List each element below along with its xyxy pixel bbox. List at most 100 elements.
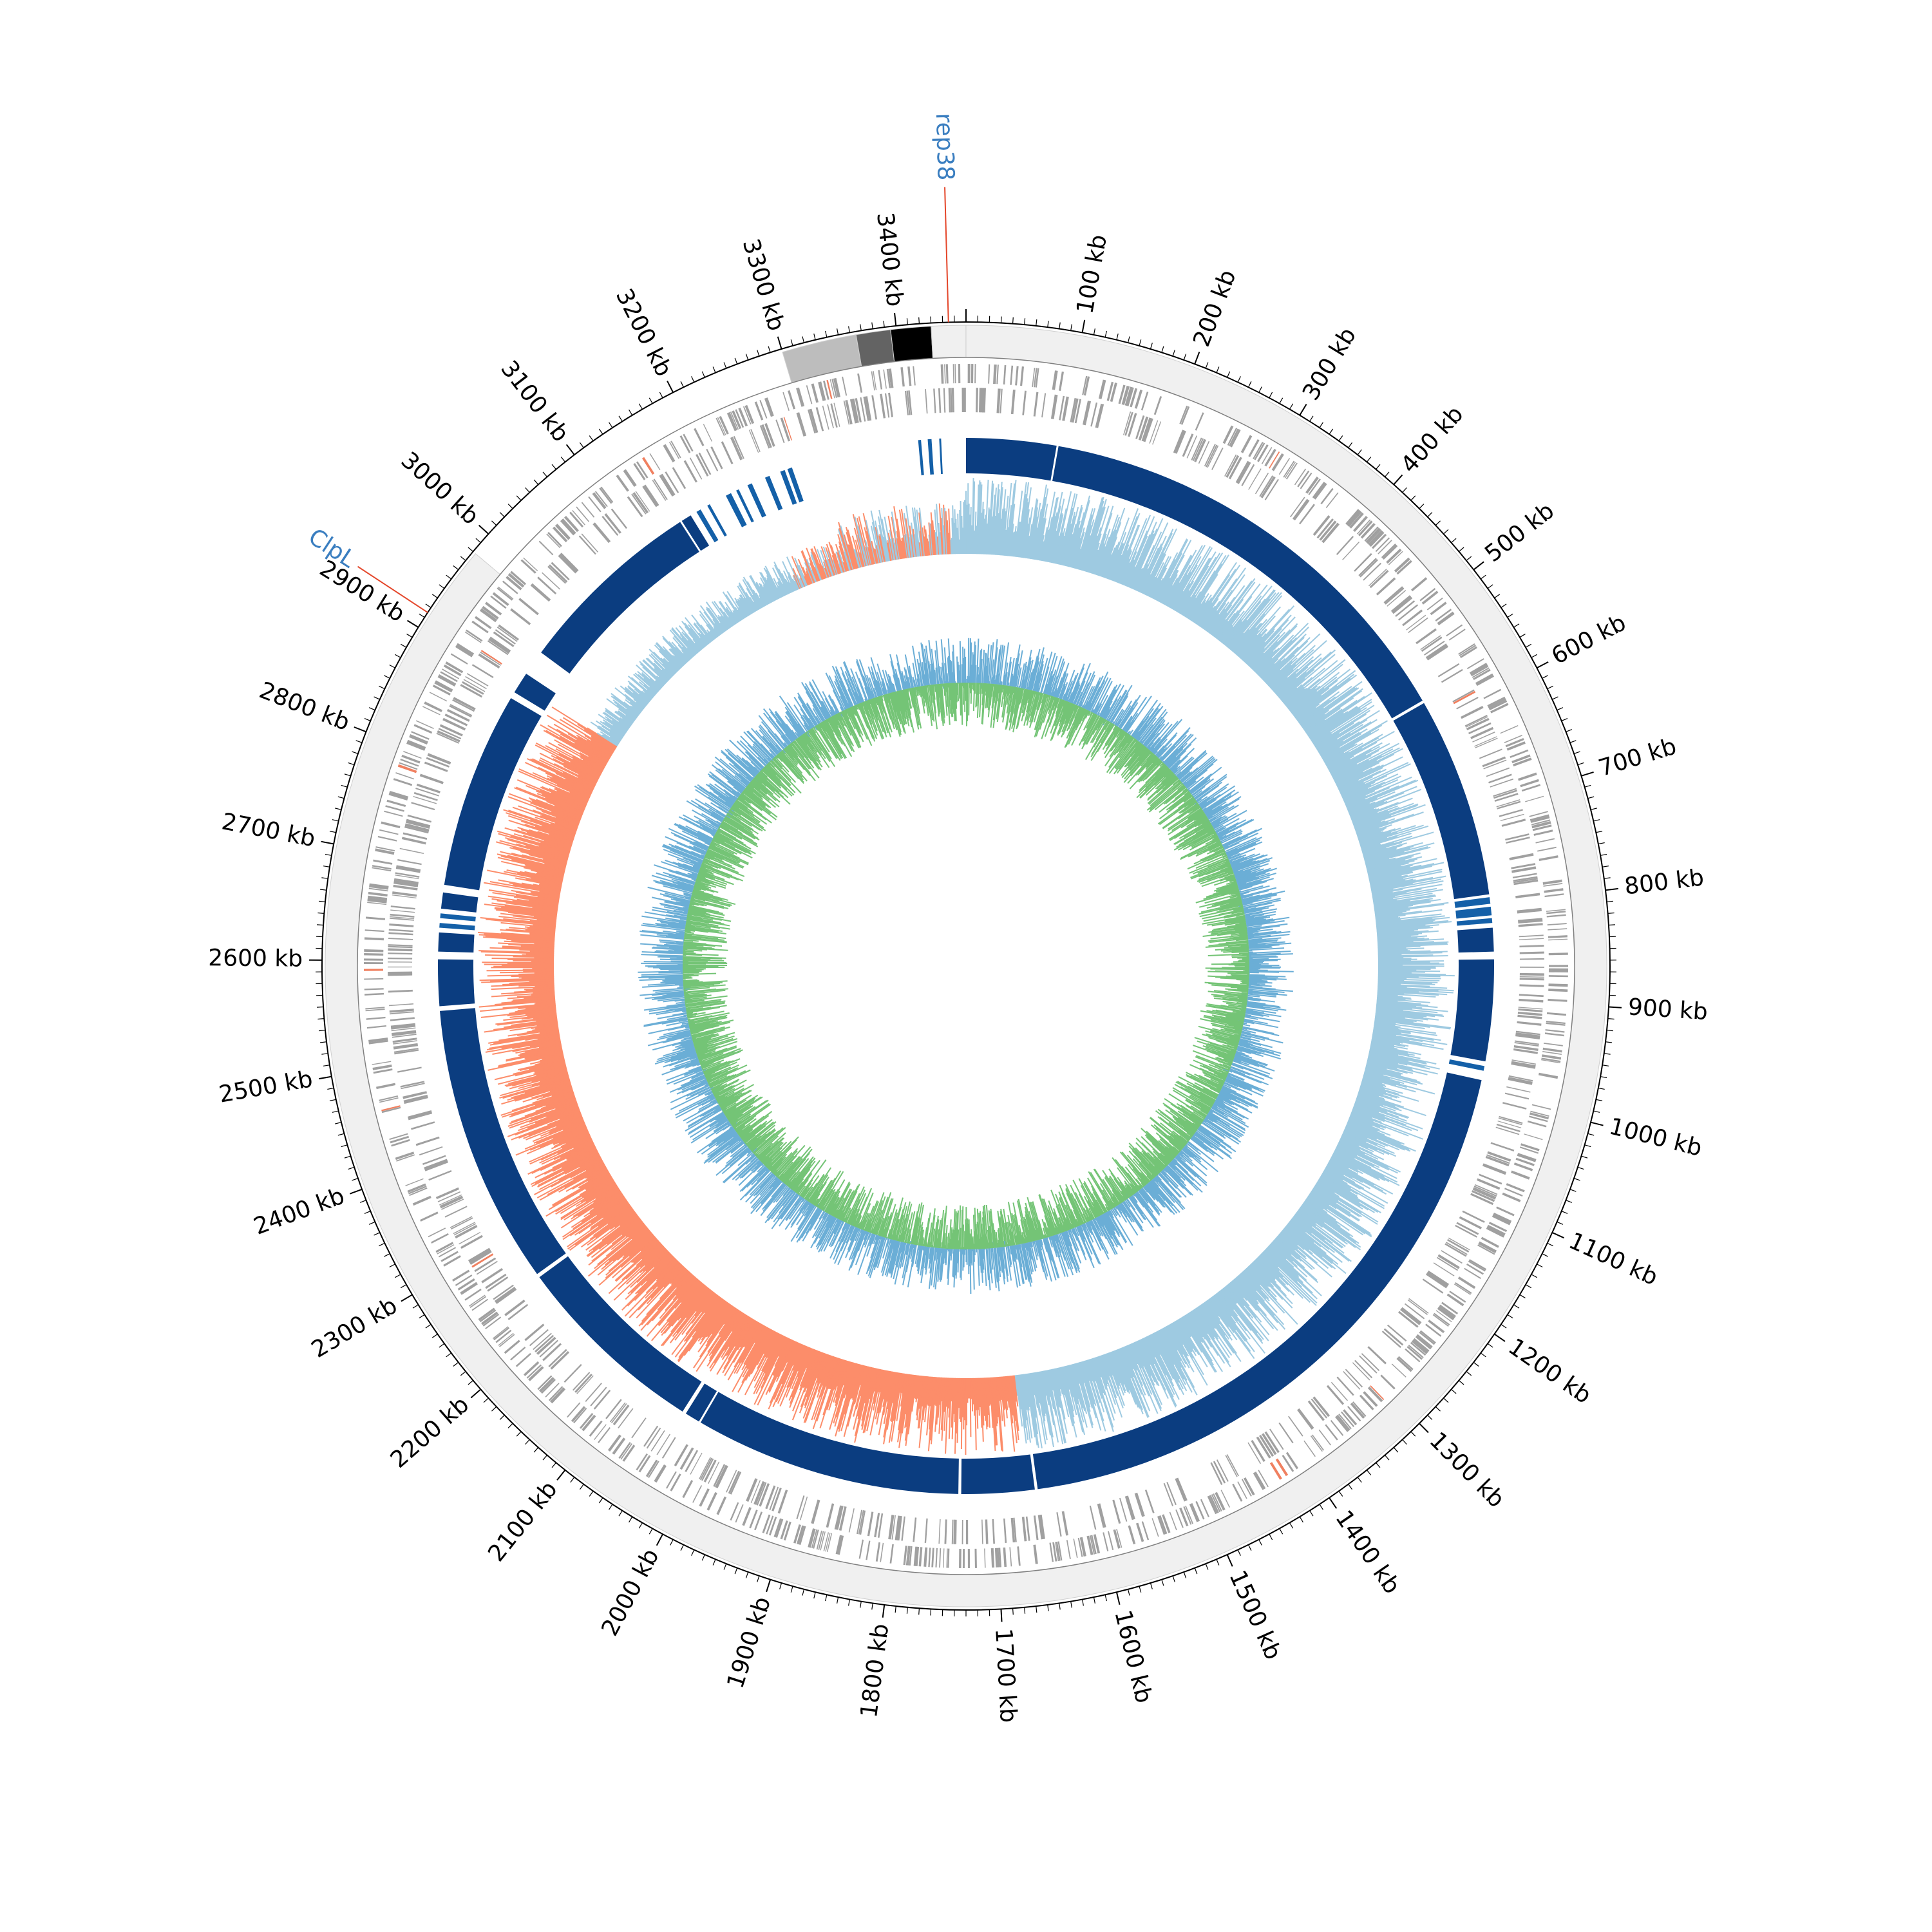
gc-skew-bar: [555, 748, 602, 774]
gene-feature: [1033, 1544, 1038, 1564]
gene-feature: [1124, 1496, 1134, 1520]
gc-skew-bar: [518, 805, 578, 828]
gene-feature: [1493, 1212, 1512, 1223]
gc-content-bar: [1229, 855, 1242, 862]
gc-skew-bar: [848, 544, 857, 569]
gc-content-bar-inner: [1171, 781, 1182, 790]
gene-feature: [797, 387, 805, 407]
gc-skew-bar: [603, 721, 625, 737]
gc-content-bar-inner: [1019, 688, 1025, 703]
gc-skew-bar: [1330, 1158, 1349, 1170]
gc-skew-bar: [654, 667, 669, 682]
gc-skew-bar: [1365, 1067, 1421, 1083]
gc-skew-bar: [1361, 1079, 1387, 1088]
gc-skew-bar: [1300, 1207, 1356, 1248]
gc-content-bar-inner: [1224, 860, 1230, 864]
gc-content-bar-inner: [981, 683, 985, 724]
gene-feature: [1513, 1162, 1533, 1171]
gc-skew-bar: [634, 1258, 677, 1301]
gc-skew-bar: [1364, 1070, 1417, 1086]
gc-content-bar-inner: [1138, 764, 1167, 793]
gc-skew-bar: [1242, 609, 1291, 661]
alignment-block: [438, 959, 475, 1007]
gc-skew-bar: [1112, 516, 1138, 582]
gc-skew-bar: [1228, 1283, 1262, 1323]
gc-skew-bar: [1139, 543, 1162, 592]
gene-feature: [1331, 1381, 1349, 1401]
gc-skew-bar: [632, 1239, 659, 1264]
gc-skew-bar: [1231, 592, 1282, 652]
gc-skew-bar: [699, 611, 719, 637]
gc-skew-bar: [617, 710, 634, 724]
gene-feature: [1191, 437, 1202, 460]
gc-skew-bar: [614, 1211, 636, 1228]
gc-skew-bar: [914, 1375, 919, 1399]
gc-skew-bar: [551, 755, 599, 781]
gc-skew-bar: [1330, 754, 1367, 775]
gene-feature: [703, 424, 713, 442]
gene-feature: [808, 409, 816, 433]
gc-skew-bar: [638, 674, 659, 693]
gene-feature: [1530, 1110, 1549, 1117]
gc-skew-bar: [1294, 685, 1338, 719]
gc-content-bar: [1003, 662, 1009, 686]
gene-feature: [943, 388, 946, 413]
gc-skew-bar: [486, 918, 556, 927]
gc-skew-bar: [939, 1377, 942, 1405]
gc-skew-bar: [1371, 882, 1413, 892]
gc-skew-bar: [1374, 1020, 1396, 1025]
gc-skew-bar: [587, 1227, 649, 1277]
gc-skew-bar: [1090, 549, 1099, 574]
gc-skew-bar: [553, 758, 598, 782]
gc-skew-bar: [539, 1157, 601, 1191]
gc-content-bar-inner: [1123, 750, 1151, 783]
gc-skew-bar: [662, 663, 675, 676]
gene-feature: [1025, 1516, 1030, 1541]
gene-feature: [1497, 1121, 1522, 1128]
gene-feature: [607, 1434, 621, 1452]
gene-feature: [1343, 1371, 1361, 1390]
gc-skew-bar: [1376, 918, 1401, 923]
contig-segment: [782, 334, 862, 384]
gc-skew-bar: [511, 1094, 575, 1116]
gc-skew-bar: [1245, 614, 1292, 665]
gc-skew-bar: [503, 918, 556, 925]
gc-skew-bar: [1028, 507, 1039, 559]
gc-skew-bar: [651, 1281, 702, 1341]
gc-content-bar: [1164, 734, 1194, 764]
gc-skew-bar: [579, 1171, 609, 1189]
gc-skew-bar: [864, 527, 874, 565]
gc-skew-bar: [1003, 529, 1007, 556]
gc-skew-bar: [515, 1083, 572, 1102]
gc-skew-bar: [1336, 768, 1373, 786]
gc-skew-bar: [1245, 1267, 1278, 1301]
gc-skew-bar: [1253, 1260, 1282, 1289]
gene-feature: [395, 1151, 415, 1160]
gc-skew-bar: [546, 775, 591, 797]
gc-content-bar-inner: [1145, 770, 1172, 796]
gc-skew-bar: [891, 516, 900, 560]
gene-feature: [1548, 935, 1567, 938]
gc-content-bar: [1143, 724, 1161, 746]
gc-skew-bar: [565, 778, 593, 793]
gc-skew-bar: [1323, 1170, 1385, 1207]
gc-skew-bar: [605, 1228, 649, 1265]
gc-skew-bar: [598, 714, 627, 734]
gc-content-bar-inner: [1139, 758, 1160, 781]
gc-skew-bar: [1376, 916, 1450, 926]
gene-feature: [545, 1383, 560, 1397]
gc-skew-bar: [1345, 787, 1390, 807]
gene-feature: [1498, 1117, 1522, 1126]
gc-skew-bar: [1186, 554, 1227, 618]
gene-feature: [699, 1488, 710, 1507]
gc-content-bar: [1229, 854, 1247, 862]
gc-skew-bar: [1166, 582, 1180, 607]
gene-feature: [520, 559, 536, 574]
gc-skew-bar: [1327, 747, 1363, 768]
gc-skew-bar: [706, 624, 717, 639]
gene-feature: [471, 1298, 489, 1311]
gc-skew-bar: [515, 877, 562, 888]
gc-skew-bar: [520, 945, 554, 949]
gc-skew-bar: [1124, 530, 1148, 586]
gc-content-bar: [1199, 801, 1208, 807]
